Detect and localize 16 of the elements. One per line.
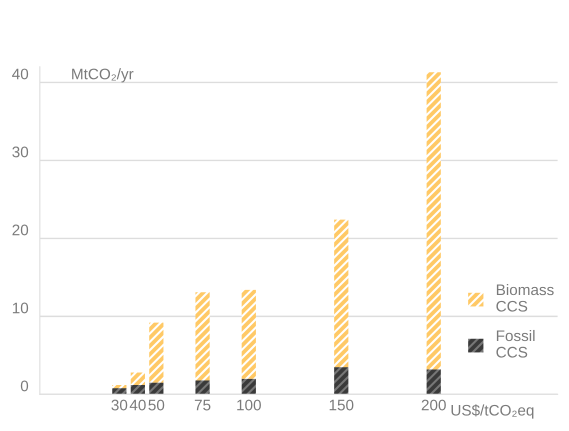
x-tick-label: 75 [194,400,210,410]
y-tick-label: 0 [20,380,28,392]
x-tick-label: 50 [148,400,164,410]
x-tick-label: 30 [111,400,128,410]
x-tick-label: 200 [422,400,446,410]
legend-label: Biomass CCS [496,284,554,312]
x-axis-title: US$/tCO₂eq [452,404,534,419]
x-tick-label: 150 [330,400,354,410]
x-tick-label: 100 [237,400,261,410]
y-tick-label: 20 [12,224,28,236]
x-tick-label: 40 [130,400,146,410]
y-tick-label: 10 [12,302,28,314]
legend-label: Fossil CCS [496,330,535,358]
y-axis-title: MtCO₂/yr [72,68,134,82]
y-tick-label: 40 [12,68,28,80]
y-tick-label: 30 [12,146,28,158]
